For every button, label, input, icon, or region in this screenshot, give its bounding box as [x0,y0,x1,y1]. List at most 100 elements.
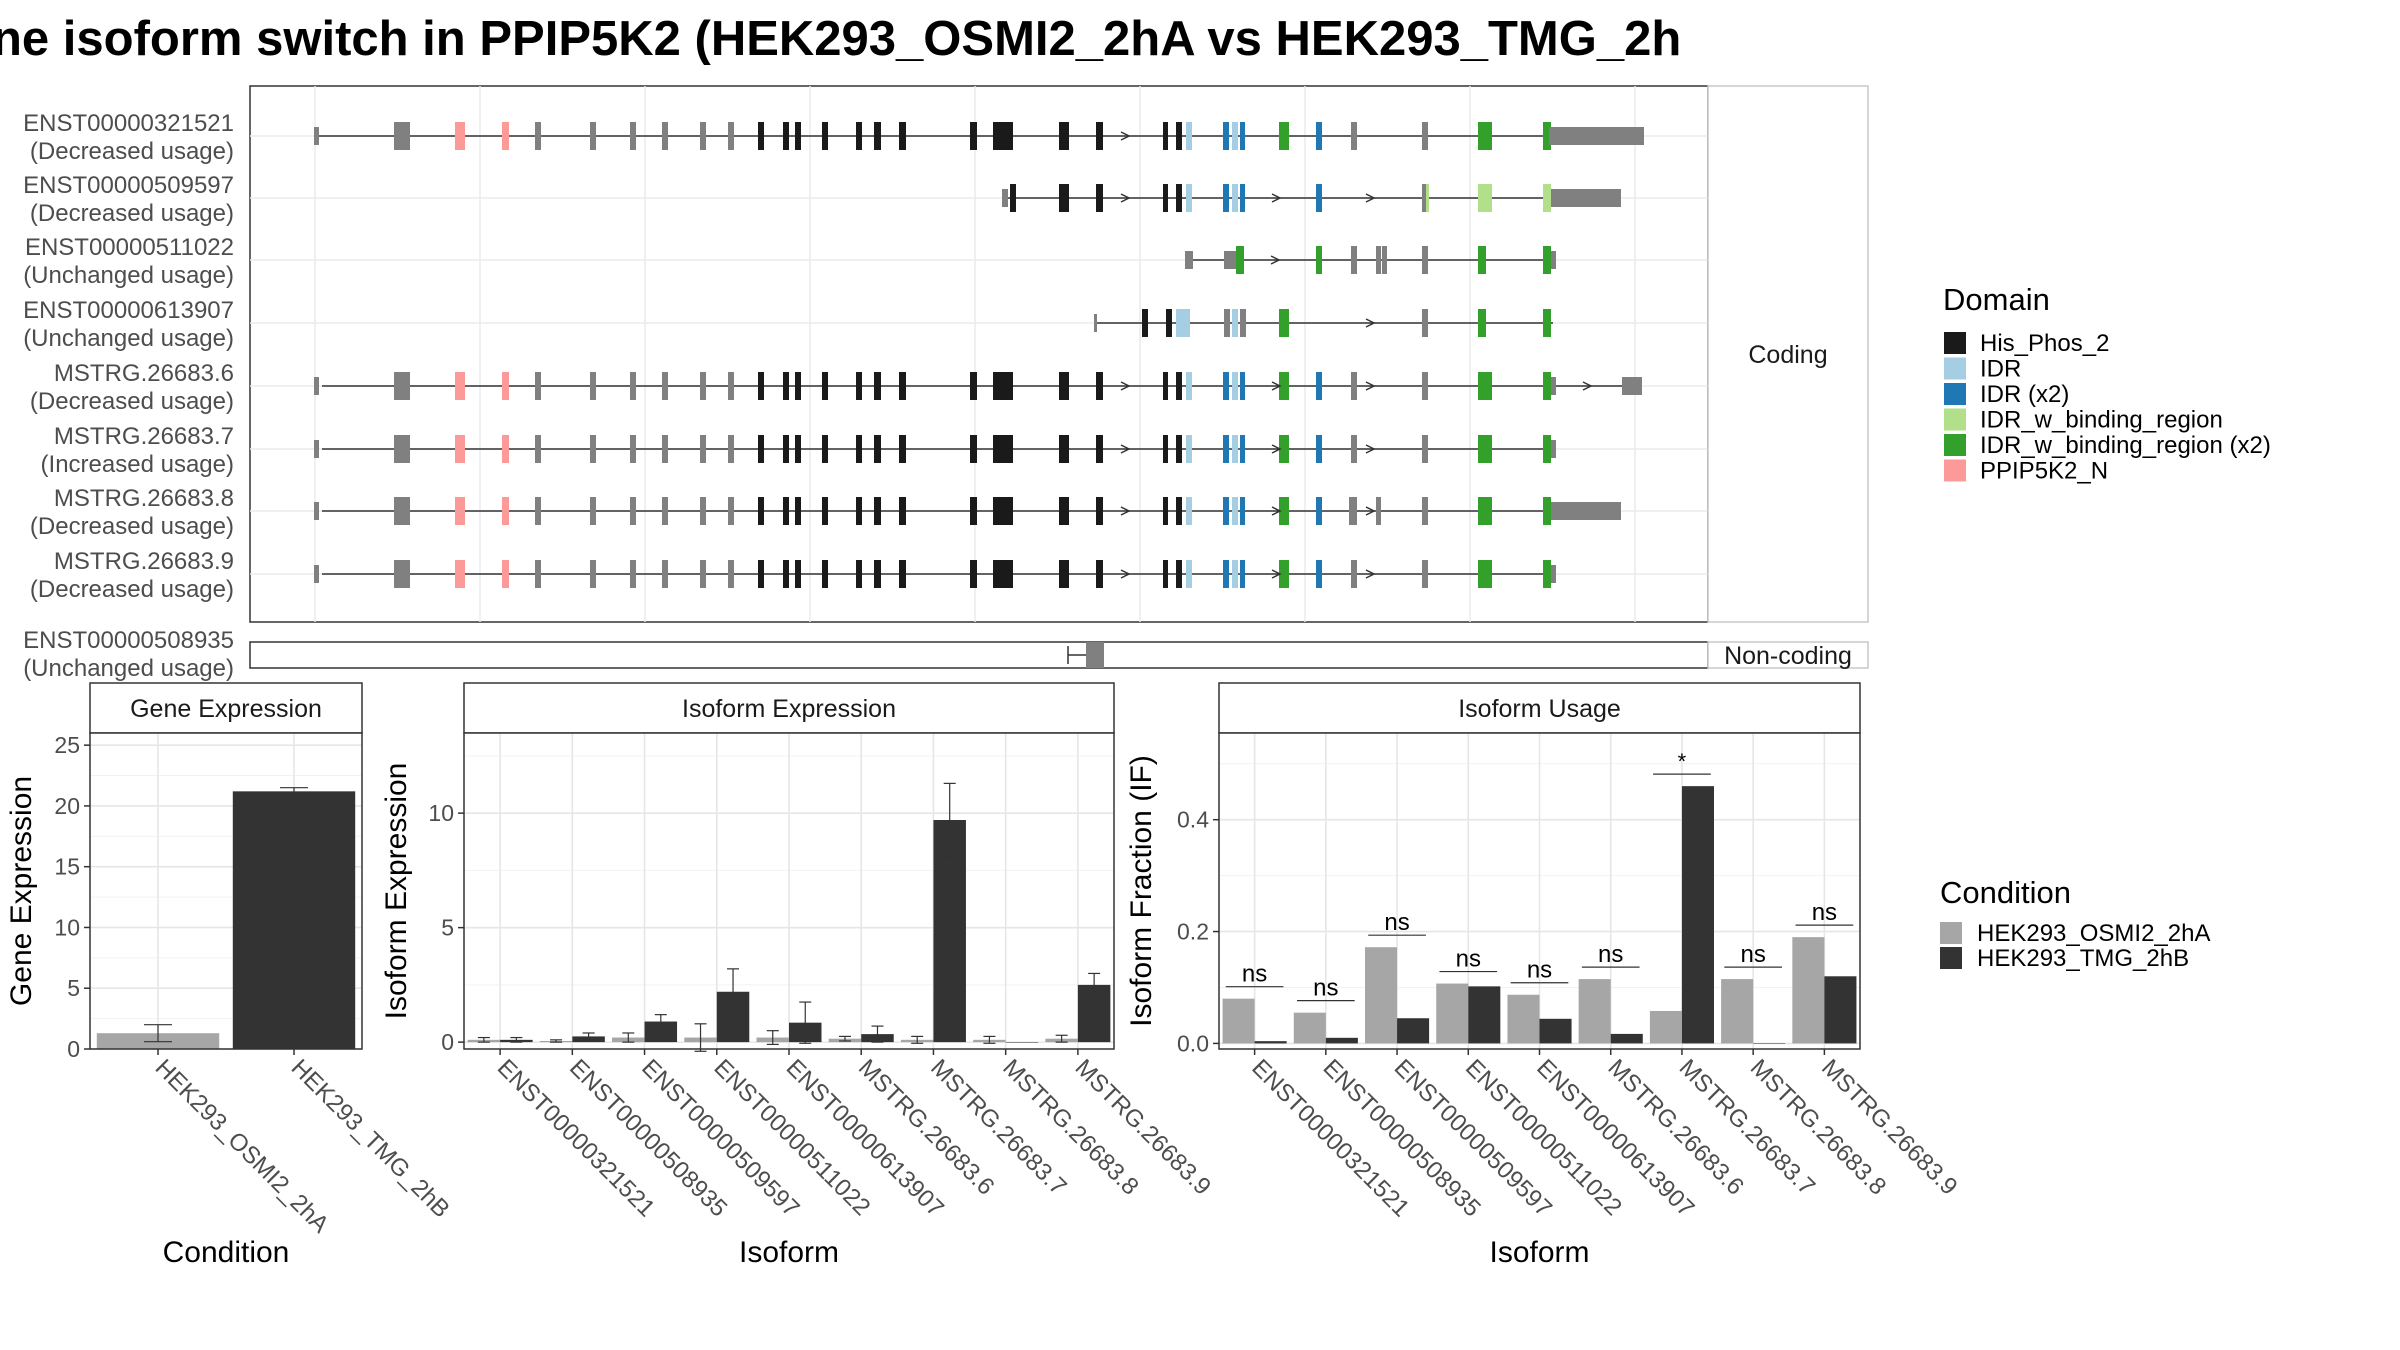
exon-block [662,435,668,463]
transcript-id-label: ENST00000508935 [23,627,234,654]
exon-block [874,560,881,588]
exon-block [1096,372,1103,400]
bar-HEK293_OSMI2_2hA [1578,979,1611,1044]
exon-block [1551,440,1556,458]
bar-HEK293_OSMI2_2hA [1792,937,1825,1044]
legend-key [1944,459,1966,482]
exon-block [1059,435,1069,463]
exon-block [822,435,828,463]
exon-block [1224,251,1236,269]
exon-block [1543,497,1551,525]
exon-block [856,497,862,525]
exon-block [535,122,541,150]
noncoding-strip [1707,641,1869,669]
exon-block [758,435,764,463]
transcript-usage-label: (Decreased usage) [30,576,234,603]
exon-block [700,122,706,150]
exon-block [662,560,668,588]
exon-block [1096,560,1103,588]
exon-block [1478,497,1492,525]
exon-block [394,435,408,463]
exon-block [795,122,801,150]
strand-arrow [1365,506,1376,516]
significance-label: ns [1384,909,1409,936]
exon-block [1543,435,1551,463]
y-tick-label: 0.0 [1177,1030,1209,1056]
legend-key [1944,383,1966,405]
legend-key [1940,922,1962,944]
strand-arrow [1120,131,1131,141]
exon-block [1163,372,1168,400]
y-axis-title: Isoform Expression [380,763,413,1020]
exon-block [1240,560,1245,588]
exon-block [1349,497,1355,525]
exon-block [1096,122,1103,150]
significance-label: ns [1242,961,1267,988]
exon-block [394,372,408,400]
exon-block [822,560,828,588]
bar-HEK293_OSMI2_2hA [1222,998,1255,1044]
exon-block [874,372,881,400]
exon-block [1223,560,1229,588]
exon-block [590,435,596,463]
exon-block [856,435,862,463]
exon-block [1185,251,1193,269]
transcript-usage-label: (Unchanged usage) [23,655,234,682]
exon-block [1316,184,1322,212]
strand-arrow [1582,381,1593,391]
exon-block [783,560,789,588]
noncoding-strip-label: Non-coding [1724,642,1852,670]
exon-block [822,497,828,525]
exon-block [1279,560,1289,588]
exon-block [1351,122,1357,150]
exon-block [1279,497,1289,525]
chart-title: Gene Expression [130,695,322,723]
exon-block [630,122,636,150]
exon-block [874,122,881,150]
panel-frame [89,732,363,1050]
exon-block [1543,122,1551,150]
strand-arrow [1365,193,1376,203]
exon-block [1478,435,1492,463]
exon-block [728,497,734,525]
exon-block [795,435,801,463]
significance-label: ns [1598,941,1623,968]
legend-label: His_Phos_2 [1980,330,2109,357]
exon-block [1376,497,1381,525]
exon-block [970,435,977,463]
legend-label: IDR_w_binding_region (x2) [1980,432,2271,459]
strand-arrow [1120,444,1131,454]
coding-strip-label: Coding [1748,341,1827,369]
legend-key [1940,947,1962,969]
exon-block [795,560,801,588]
x-axis-title: Isoform [739,1236,839,1269]
exon-block [662,122,668,150]
strand-arrow [1365,569,1376,579]
exon-block [1551,189,1621,207]
coding-panel-frame [249,85,1709,623]
strand-arrow [1120,569,1131,579]
bar-HEK293_TMG_2hB [1539,1018,1572,1044]
exon-block [856,560,862,588]
exon-block [970,122,977,150]
legend-label: PPIP5K2_N [1980,458,2108,485]
strand-arrow [1271,381,1282,391]
exon-block [630,372,636,400]
exon-block [1240,184,1245,212]
transcript-usage-label: (Increased usage) [41,451,234,478]
exon-block [993,497,1013,525]
strand-arrow [1271,569,1282,579]
exon-block [455,560,465,588]
y-tick-label: 0.4 [1177,807,1209,833]
exon-block [1426,184,1429,212]
exon-block [874,497,881,525]
strand-arrow [1120,381,1131,391]
exon-block [1163,184,1168,212]
exon-block [590,560,596,588]
exon-block [1543,246,1551,274]
exon-block [1176,560,1182,588]
